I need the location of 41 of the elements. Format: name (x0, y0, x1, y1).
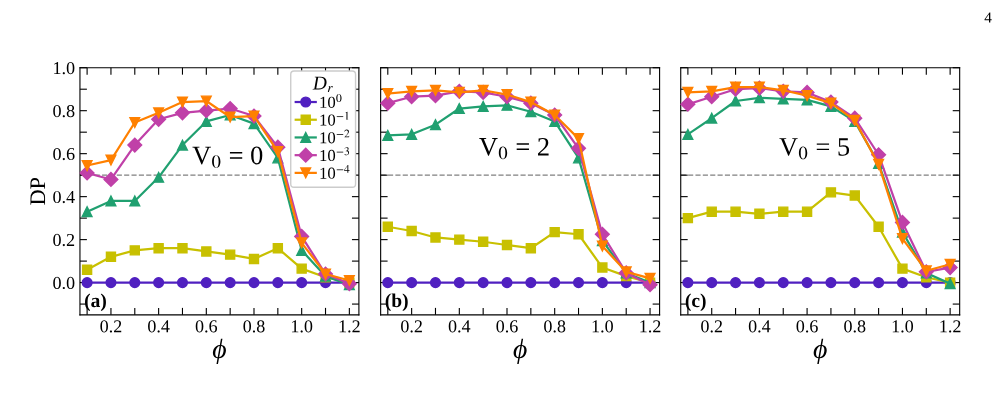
legend-title: D$_{r}$ (312, 76, 333, 93)
x-tick-label: 0.8 (844, 320, 866, 333)
x-tick-label: 1.0 (892, 320, 914, 333)
legend-label: 10$^{0}$ (320, 94, 342, 108)
y-axis-title: DP (30, 177, 46, 205)
x-axis-title: ϕ (513, 338, 527, 365)
x-tick-label: 0.2 (100, 320, 122, 333)
x-tick-label: 0.4 (448, 320, 471, 333)
y-tick-label: 0.8 (53, 104, 75, 118)
x-axis-title: ϕ (212, 338, 226, 365)
text: 4 (984, 12, 992, 23)
y-tick-label: 0.4 (53, 190, 75, 204)
legend-label: 10$^{−4}$ (320, 164, 350, 179)
x-tick-label: 1.2 (339, 320, 360, 333)
x-axis-title: ϕ (813, 338, 827, 365)
annotation: V$_{0}$ = 2 (479, 137, 549, 160)
x-tick-label: 0.6 (195, 320, 218, 333)
legend-label: 10$^{−3}$ (320, 147, 349, 162)
x-tick-label: 1.2 (640, 320, 661, 333)
annotation: (a) (84, 293, 106, 312)
y-tick-label: 0.0 (53, 276, 75, 290)
x-tick-label: 0.2 (401, 320, 422, 333)
x-tick-label: 0.6 (496, 320, 518, 333)
x-tick-label: 1.0 (291, 320, 313, 333)
x-tick-label: 0.2 (701, 320, 723, 333)
x-tick-label: 0.4 (148, 320, 170, 333)
y-tick-label: 1.0 (54, 61, 75, 75)
x-tick-label: 0.8 (243, 320, 265, 333)
x-tick-label: 0.8 (544, 320, 566, 333)
x-tick-label: 1.0 (592, 320, 613, 333)
legend-label: 10$^{−1}$ (320, 111, 349, 126)
annotation: (c) (685, 293, 706, 312)
annotation: V$_{0}$ = 0 (192, 146, 263, 168)
x-tick-label: 0.6 (796, 320, 818, 333)
x-tick-label: 0.4 (748, 320, 771, 333)
annotation: (b) (385, 293, 408, 312)
annotation: V$_{0}$ = 5 (779, 138, 850, 160)
y-tick-label: 0.2 (53, 233, 75, 247)
y-tick-label: 0.6 (53, 147, 75, 161)
x-tick-label: 1.2 (940, 320, 961, 333)
legend-label: 10$^{−2}$ (320, 129, 350, 144)
